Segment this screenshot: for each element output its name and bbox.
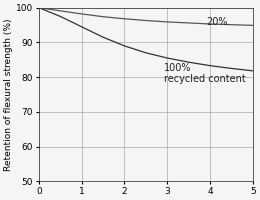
Y-axis label: Retention of flexural strength (%): Retention of flexural strength (%): [4, 18, 13, 171]
Text: 100%
recycled content: 100% recycled content: [164, 63, 246, 84]
Text: 20%: 20%: [207, 17, 228, 27]
